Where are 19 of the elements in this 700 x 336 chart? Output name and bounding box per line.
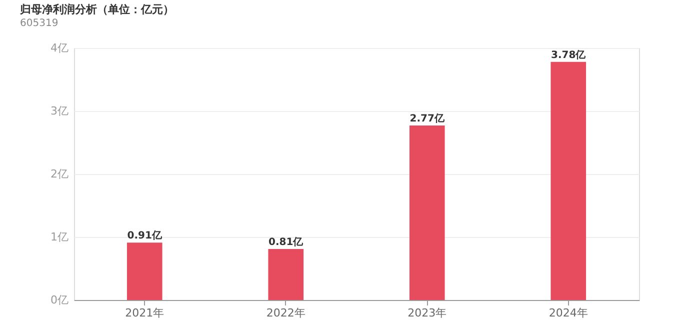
y-tick-label: 0亿 [50, 294, 68, 306]
y-tick-label: 4亿 [50, 42, 68, 54]
bar [126, 242, 162, 300]
y-tick-label: 1亿 [50, 230, 68, 244]
data-label: 2.77亿 [410, 112, 446, 124]
data-label: 0.91亿 [127, 230, 163, 242]
x-tick-label: 2022年 [266, 306, 306, 320]
bar [268, 248, 304, 300]
bar [409, 125, 445, 300]
x-tick-label: 2024年 [548, 306, 588, 320]
data-label: 3.78亿 [551, 48, 587, 61]
chart-subtitle: 605319 [20, 18, 58, 29]
chart-title: 归母净利润分析（单位：亿元） [19, 3, 174, 16]
x-tick-label: 2021年 [125, 306, 164, 320]
y-tick-label: 2亿 [50, 168, 68, 180]
bar [550, 62, 586, 300]
data-label: 0.81亿 [268, 236, 304, 248]
y-tick-label: 3亿 [50, 104, 68, 118]
x-tick-label: 2023年 [408, 306, 447, 320]
